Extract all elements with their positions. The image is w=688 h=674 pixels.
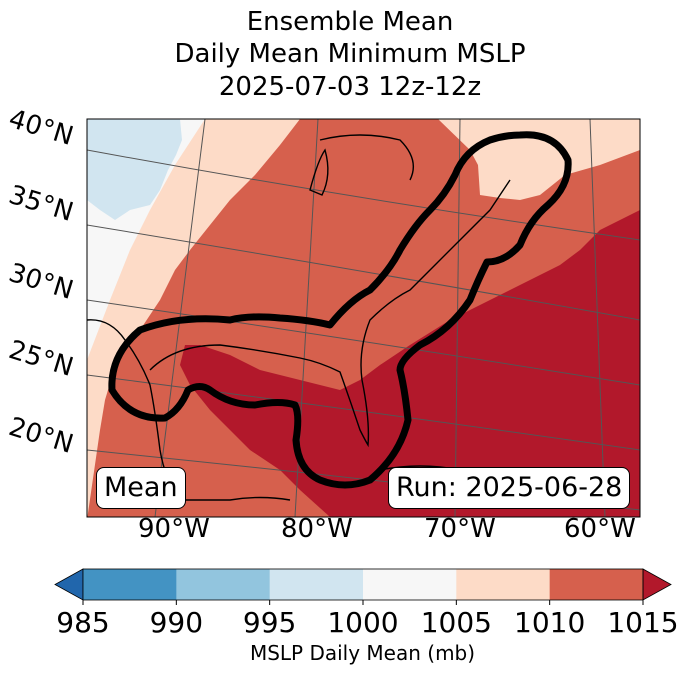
colorbar-segment-1000 (363, 569, 457, 600)
lat-line-30 (87, 299, 640, 386)
title-line-2: Daily Mean Minimum MSLP (174, 39, 526, 69)
colorbar-tick-label: 1000 (327, 606, 399, 639)
colorbar-segment-985 (83, 569, 177, 600)
lon-tick-60: 60°W (564, 514, 636, 544)
contour-outline (108, 131, 572, 489)
colorbar-extend-over (642, 568, 672, 601)
colorbar-segment-1005 (456, 569, 551, 600)
lon-line-60 (589, 119, 606, 517)
great-lakes (319, 134, 414, 181)
colorbar-segment-995 (269, 569, 364, 600)
title-line-1: Ensemble Mean (246, 7, 454, 37)
colorbar-label: MSLP Daily Mean (mb) (249, 641, 476, 665)
region-995-1000 (87, 119, 182, 220)
colorbar-segment-1010 (549, 569, 644, 600)
lat-line-25 (87, 374, 640, 451)
colorbar-tick-label: 1015 (607, 606, 679, 639)
lat-line-35 (87, 224, 640, 321)
title-line-3: 2025-07-03 12z-12z (218, 72, 482, 102)
lake-michigan (309, 148, 329, 196)
coastline-gulf-east (149, 179, 511, 448)
region-1005-1010-west (87, 119, 300, 517)
lat-line-40 (87, 149, 640, 241)
lon-tick-90: 90°W (138, 514, 210, 544)
colorbar-tick-label: 985 (56, 606, 110, 639)
colorbar-tick-label: 990 (149, 606, 204, 639)
colorbar-tick-label: 1005 (420, 606, 492, 639)
map-frame (86, 118, 641, 518)
run-date-box: Run: 2025-06-28 (388, 467, 631, 509)
lon-tick-70: 70°W (424, 514, 496, 544)
colorbar-extend-under (54, 568, 84, 601)
mean-label-box: Mean (96, 467, 186, 509)
lon-tick-80: 80°W (281, 514, 353, 544)
colorbar-segment-990 (176, 569, 271, 600)
colorbar-tick-label: 995 (242, 606, 297, 639)
colorbar-tick-label: 1010 (514, 606, 586, 639)
